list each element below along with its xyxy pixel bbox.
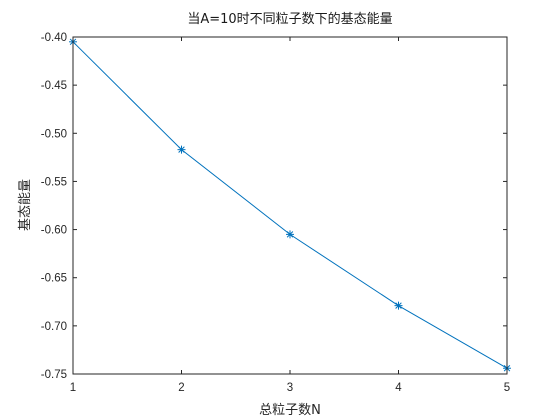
y-tick-label: -0.70 — [41, 321, 67, 333]
y-tick-label: -0.75 — [41, 369, 67, 381]
y-tick-label: -0.50 — [41, 128, 67, 140]
data-point — [394, 301, 403, 310]
y-axis-label: 基态能量 — [18, 179, 33, 231]
axes-box — [72, 36, 508, 375]
y-tick-label: -0.55 — [41, 176, 67, 188]
x-tick-label: 5 — [504, 382, 510, 394]
y-tick-label: -0.45 — [41, 80, 67, 92]
y-tick-label: -0.65 — [41, 273, 67, 285]
y-tick-label: -0.60 — [41, 225, 67, 237]
x-tick-label: 2 — [178, 382, 184, 394]
y-tick-label: -0.40 — [41, 32, 67, 44]
x-tick-label: 1 — [70, 382, 76, 394]
data-point — [286, 230, 294, 239]
x-tick-label: 3 — [287, 382, 293, 394]
x-axis-label: 总粒子数N — [259, 403, 321, 418]
chart-title: 当A=10时不同粒子数下的基态能量 — [187, 11, 392, 27]
x-tick-label: 4 — [395, 382, 402, 394]
plot-area — [73, 37, 507, 374]
data-point — [177, 145, 186, 154]
